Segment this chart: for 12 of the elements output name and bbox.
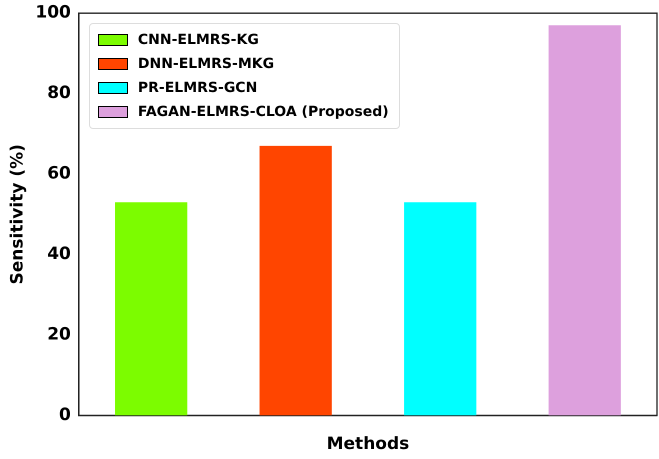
x-axis-title: Methods <box>326 434 410 454</box>
y-tick-label: 100 <box>35 2 72 23</box>
y-tick-label: 40 <box>47 244 72 264</box>
legend-label: DNN-ELMRS-MKG <box>138 56 274 72</box>
y-tick-label: 20 <box>47 324 72 344</box>
legend-label: FAGAN-ELMRS-CLOA (Proposed) <box>138 104 389 120</box>
y-tick-label: 80 <box>47 83 72 104</box>
legend-label: PR-ELMRS-GCN <box>138 80 258 96</box>
y-tick-label: 60 <box>47 164 72 184</box>
y-axis-title: Sensitivity (%) <box>8 144 28 284</box>
legend-label: CNN-ELMRS-KG <box>138 32 259 48</box>
y-tick-label: 0 <box>59 404 72 425</box>
